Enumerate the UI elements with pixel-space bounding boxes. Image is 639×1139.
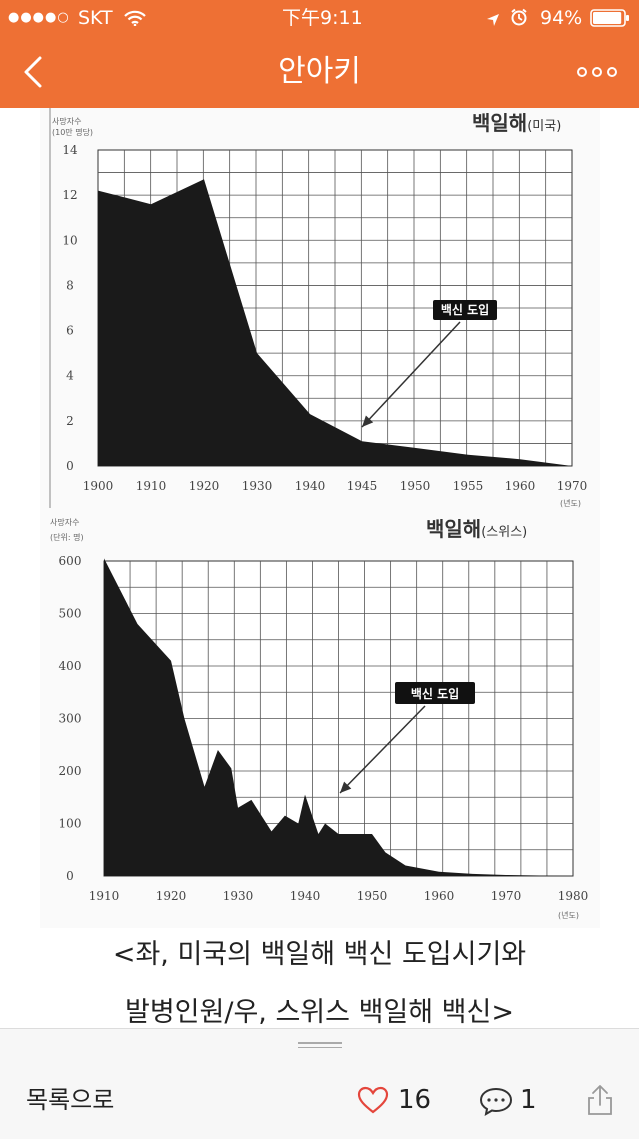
- chevron-left-icon: [24, 56, 42, 88]
- like-button[interactable]: [356, 1085, 390, 1115]
- chart-swiss-title: 백일해(스위스): [426, 517, 527, 541]
- more-dots-icon: [577, 67, 617, 77]
- y-tick-label: 100: [59, 817, 82, 831]
- x-tick-label: 1900: [83, 479, 114, 493]
- x-tick-label: 1980: [558, 889, 589, 903]
- chart-swiss-ylabel: 사망자수: [50, 517, 79, 527]
- chart-us-annotation-label: 백신 도입: [441, 302, 489, 317]
- y-tick-label: 300: [59, 712, 82, 726]
- comment-button[interactable]: [478, 1085, 514, 1117]
- comment-count: 1: [520, 1085, 537, 1115]
- y-tick-label: 0: [66, 869, 74, 883]
- share-button[interactable]: [584, 1083, 616, 1117]
- y-tick-label: 12: [62, 188, 77, 202]
- y-tick-label: 6: [66, 324, 74, 338]
- x-tick-label: 1950: [357, 889, 388, 903]
- like-count: 16: [398, 1085, 432, 1115]
- chart-swiss-xunit: (년도): [558, 910, 579, 920]
- charts-image: 사망자수 (10만 명당) 백일해(미국) 0 2 4 6 8 10 12 14 1900 19…: [49, 108, 588, 920]
- chart-us-arrow: [361, 321, 461, 428]
- x-tick-label: 1960: [505, 479, 536, 493]
- x-tick-label: 1950: [400, 479, 431, 493]
- x-tick-label: 1920: [189, 479, 220, 493]
- drag-handle[interactable]: [298, 1042, 342, 1050]
- x-tick-label: 1970: [557, 479, 588, 493]
- share-icon: [588, 1085, 612, 1115]
- y-tick-label: 500: [59, 607, 82, 621]
- y-tick-label: 8: [66, 278, 74, 292]
- x-tick-label: 1955: [453, 479, 484, 493]
- nav-bar: 안아키: [0, 36, 639, 108]
- chart-swiss-annotation: 백신 도입: [395, 682, 475, 704]
- x-tick-label: 1920: [156, 889, 187, 903]
- signal-strength: ●●●●○: [8, 10, 70, 25]
- chart-swiss-ylabel-unit: (단위: 명): [50, 532, 84, 542]
- y-tick-label: 400: [59, 659, 82, 673]
- alarm-icon: [510, 8, 528, 31]
- x-tick-label: 1970: [491, 889, 522, 903]
- x-tick-label: 1910: [89, 889, 120, 903]
- chart-us-annotation: 백신 도입: [433, 300, 497, 320]
- chart-us-ylabel-unit: (10만 명당): [52, 127, 93, 137]
- chart-swiss-arrowhead: [340, 781, 352, 793]
- status-bar: ●●●●○ SKT 下午9:11 94%: [0, 0, 639, 36]
- x-tick-label: 1940: [295, 479, 326, 493]
- y-tick-label: 200: [59, 764, 82, 778]
- chart-us-ylabel: 사망자수: [52, 116, 81, 126]
- heart-icon: [357, 1086, 389, 1114]
- x-tick-label: 1960: [424, 889, 455, 903]
- carrier-name: SKT: [78, 7, 113, 29]
- y-tick-label: 600: [59, 554, 82, 568]
- bottom-bar: 목록으로 16 1: [0, 1028, 639, 1139]
- chart-us-title: 백일해(미국): [472, 111, 561, 135]
- page-title: 안아키: [278, 54, 361, 89]
- back-to-list-button[interactable]: 목록으로: [26, 1086, 115, 1114]
- x-tick-label: 1945: [347, 479, 378, 493]
- location-icon: [486, 10, 500, 32]
- caption-line-2: 발병인원/우, 스위스 백일해 백신>: [125, 997, 514, 1028]
- battery-percent: 94%: [540, 7, 583, 29]
- battery-icon: [590, 9, 630, 32]
- chart-swiss-area: [104, 558, 573, 876]
- x-tick-label: 1910: [136, 479, 167, 493]
- y-tick-label: 14: [62, 143, 78, 157]
- x-tick-label: 1940: [290, 889, 321, 903]
- comment-bubble-icon: [479, 1087, 513, 1116]
- post-content: 사망자수 (10만 명당) 백일해(미국) 0 2 4 6 8 10 12 14 1900 19…: [0, 108, 639, 1028]
- y-tick-label: 0: [66, 459, 74, 473]
- post-image: 사망자수 (10만 명당) 백일해(미국) 0 2 4 6 8 10 12 14 1900 19…: [40, 108, 600, 928]
- wifi-icon: [124, 9, 146, 31]
- chart-us-arrowhead: [362, 415, 374, 427]
- caption-line-1: <좌, 미국의 백일해 백신 도입시기와: [112, 939, 527, 970]
- clock: 下午9:11: [282, 7, 363, 29]
- chart-us: 사망자수 (10만 명당) 백일해(미국) 0 2 4 6 8 10 12 14 1900 19…: [52, 111, 587, 508]
- back-button[interactable]: [14, 50, 54, 94]
- chart-swiss-arrow: [339, 705, 426, 794]
- chart-swiss: 사망자수 (단위: 명) 백일해(스위스) 0 100 200 300 400 500 60…: [50, 517, 588, 920]
- y-tick-label: 2: [66, 414, 74, 428]
- y-tick-label: 4: [66, 369, 74, 383]
- x-tick-label: 1930: [242, 479, 273, 493]
- x-tick-label: 1930: [223, 889, 254, 903]
- y-tick-label: 10: [62, 233, 77, 247]
- chart-swiss-annotation-label: 백신 도입: [411, 686, 459, 701]
- more-button[interactable]: [574, 58, 620, 86]
- chart-us-area: [98, 179, 572, 467]
- chart-us-xunit: (년도): [560, 498, 581, 508]
